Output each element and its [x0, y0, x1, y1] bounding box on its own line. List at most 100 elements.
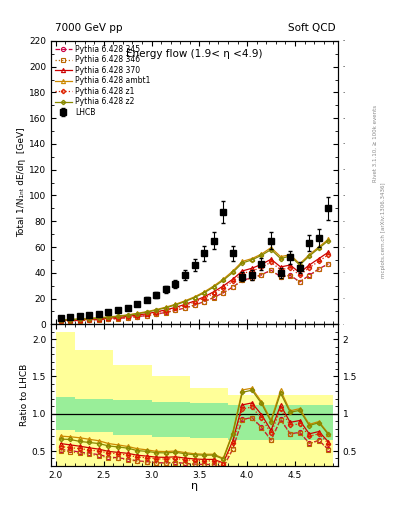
Pythia 6.428 345	[240, 277, 245, 283]
Pythia 6.428 346	[173, 307, 178, 313]
Pythia 6.428 ambt1	[154, 307, 159, 313]
Line: Pythia 6.428 346: Pythia 6.428 346	[59, 262, 331, 323]
Pythia 6.428 346	[221, 290, 226, 296]
Pythia 6.428 ambt1	[288, 252, 292, 258]
Pythia 6.428 345	[87, 317, 92, 323]
Pythia 6.428 345	[125, 315, 130, 321]
Line: Pythia 6.428 ambt1: Pythia 6.428 ambt1	[59, 237, 331, 322]
Pythia 6.428 z1	[259, 264, 264, 270]
Pythia 6.428 z2	[68, 316, 73, 323]
Text: Rivet 3.1.10, ≥ 100k events: Rivet 3.1.10, ≥ 100k events	[373, 105, 378, 182]
Pythia 6.428 370	[144, 311, 149, 317]
Pythia 6.428 ambt1	[192, 294, 197, 300]
Pythia 6.428 z1	[192, 299, 197, 305]
Pythia 6.428 z2	[250, 257, 254, 263]
Pythia 6.428 345	[77, 317, 82, 324]
Text: 7000 GeV pp: 7000 GeV pp	[55, 23, 123, 33]
Pythia 6.428 346	[326, 261, 331, 267]
Pythia 6.428 345	[135, 313, 140, 319]
Pythia 6.428 370	[326, 249, 331, 255]
Pythia 6.428 z2	[240, 260, 245, 266]
Pythia 6.428 z2	[144, 309, 149, 315]
Pythia 6.428 ambt1	[144, 309, 149, 315]
Pythia 6.428 ambt1	[278, 253, 283, 260]
Pythia 6.428 370	[288, 262, 292, 268]
Pythia 6.428 z1	[288, 265, 292, 271]
Pythia 6.428 z1	[173, 305, 178, 311]
Pythia 6.428 370	[240, 268, 245, 274]
Pythia 6.428 z2	[97, 315, 101, 321]
Pythia 6.428 370	[77, 317, 82, 323]
Pythia 6.428 z2	[77, 316, 82, 323]
Pythia 6.428 ambt1	[135, 310, 140, 316]
Pythia 6.428 370	[202, 294, 206, 300]
Legend: Pythia 6.428 345, Pythia 6.428 346, Pythia 6.428 370, Pythia 6.428 ambt1, Pythia: Pythia 6.428 345, Pythia 6.428 346, Pyth…	[53, 43, 152, 118]
Pythia 6.428 345	[68, 317, 73, 324]
Pythia 6.428 370	[68, 317, 73, 323]
Pythia 6.428 346	[192, 302, 197, 308]
Pythia 6.428 346	[250, 275, 254, 281]
Pythia 6.428 ambt1	[259, 251, 264, 257]
Pythia 6.428 z1	[125, 314, 130, 320]
Pythia 6.428 z1	[307, 265, 312, 271]
Pythia 6.428 370	[58, 317, 63, 324]
Pythia 6.428 370	[116, 314, 120, 321]
Line: Pythia 6.428 370: Pythia 6.428 370	[59, 250, 331, 323]
Pythia 6.428 z2	[125, 312, 130, 318]
Pythia 6.428 ambt1	[68, 316, 73, 323]
Pythia 6.428 345	[173, 307, 178, 313]
Pythia 6.428 370	[154, 309, 159, 315]
Pythia 6.428 346	[278, 274, 283, 280]
Text: mcplots.cern.ch [arXiv:1306.3436]: mcplots.cern.ch [arXiv:1306.3436]	[381, 183, 386, 278]
Y-axis label: Ratio to LHCB: Ratio to LHCB	[20, 364, 29, 426]
Pythia 6.428 z2	[230, 269, 235, 275]
Pythia 6.428 346	[77, 317, 82, 324]
Pythia 6.428 z2	[58, 317, 63, 323]
Pythia 6.428 345	[221, 290, 226, 296]
Pythia 6.428 z1	[326, 252, 331, 258]
Pythia 6.428 z2	[135, 311, 140, 317]
Pythia 6.428 z1	[278, 267, 283, 273]
Pythia 6.428 370	[106, 315, 111, 322]
Line: Pythia 6.428 z1: Pythia 6.428 z1	[59, 252, 331, 323]
Pythia 6.428 z2	[298, 262, 302, 268]
Pythia 6.428 ambt1	[326, 236, 331, 242]
Pythia 6.428 ambt1	[230, 268, 235, 274]
Pythia 6.428 z1	[144, 311, 149, 317]
Pythia 6.428 346	[68, 318, 73, 324]
Pythia 6.428 370	[278, 264, 283, 270]
Pythia 6.428 z2	[183, 298, 187, 305]
Pythia 6.428 z1	[68, 317, 73, 324]
Pythia 6.428 346	[211, 294, 216, 301]
Y-axis label: Total 1/N₁ₙₜ dE/dη  [GeV]: Total 1/N₁ₙₜ dE/dη [GeV]	[17, 128, 26, 238]
Pythia 6.428 z1	[154, 309, 159, 315]
Pythia 6.428 ambt1	[298, 261, 302, 267]
Pythia 6.428 z1	[58, 317, 63, 324]
Pythia 6.428 345	[163, 309, 168, 315]
Pythia 6.428 346	[259, 272, 264, 278]
Pythia 6.428 370	[135, 312, 140, 318]
Pythia 6.428 z1	[87, 316, 92, 323]
Pythia 6.428 370	[163, 307, 168, 313]
Pythia 6.428 370	[221, 283, 226, 289]
Pythia 6.428 346	[269, 267, 274, 273]
Pythia 6.428 ambt1	[173, 301, 178, 307]
Pythia 6.428 345	[307, 272, 312, 279]
Pythia 6.428 345	[154, 311, 159, 317]
Pythia 6.428 ambt1	[183, 298, 187, 304]
Pythia 6.428 ambt1	[250, 255, 254, 262]
Pythia 6.428 z2	[192, 294, 197, 301]
Pythia 6.428 z1	[316, 258, 321, 264]
Pythia 6.428 370	[97, 316, 101, 322]
Pythia 6.428 z1	[116, 315, 120, 321]
Pythia 6.428 z1	[250, 268, 254, 274]
Pythia 6.428 346	[144, 312, 149, 318]
Pythia 6.428 z1	[183, 303, 187, 309]
Pythia 6.428 ambt1	[202, 289, 206, 295]
Pythia 6.428 346	[230, 284, 235, 290]
Text: Energy flow (1.9< η <4.9): Energy flow (1.9< η <4.9)	[126, 50, 263, 59]
Pythia 6.428 z2	[269, 246, 274, 252]
Pythia 6.428 ambt1	[116, 313, 120, 319]
Pythia 6.428 346	[316, 266, 321, 272]
Pythia 6.428 370	[87, 316, 92, 323]
